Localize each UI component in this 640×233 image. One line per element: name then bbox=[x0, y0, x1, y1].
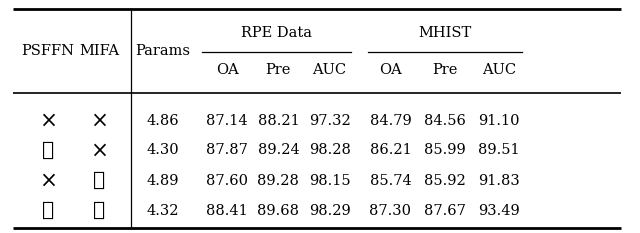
Text: 84.79: 84.79 bbox=[369, 114, 412, 128]
Text: ×: × bbox=[39, 170, 57, 192]
Text: 4.30: 4.30 bbox=[147, 143, 179, 157]
Text: 4.32: 4.32 bbox=[147, 204, 179, 218]
Text: 98.15: 98.15 bbox=[308, 174, 351, 188]
Text: ✓: ✓ bbox=[42, 141, 54, 160]
Text: 97.32: 97.32 bbox=[308, 114, 351, 128]
Text: 88.21: 88.21 bbox=[257, 114, 300, 128]
Text: 93.49: 93.49 bbox=[478, 204, 520, 218]
Text: AUC: AUC bbox=[312, 63, 347, 77]
Text: ×: × bbox=[39, 110, 57, 132]
Text: 85.92: 85.92 bbox=[424, 174, 466, 188]
Text: 87.87: 87.87 bbox=[206, 143, 248, 157]
Text: 89.68: 89.68 bbox=[257, 204, 300, 218]
Text: Params: Params bbox=[136, 44, 191, 58]
Text: AUC: AUC bbox=[482, 63, 516, 77]
Text: 89.24: 89.24 bbox=[257, 143, 300, 157]
Text: OA: OA bbox=[379, 63, 402, 77]
Text: 85.74: 85.74 bbox=[369, 174, 412, 188]
Text: 87.60: 87.60 bbox=[206, 174, 248, 188]
Text: 87.14: 87.14 bbox=[206, 114, 248, 128]
Text: 86.21: 86.21 bbox=[369, 143, 412, 157]
Text: ✓: ✓ bbox=[42, 201, 54, 220]
Text: 91.10: 91.10 bbox=[479, 114, 520, 128]
Text: 89.51: 89.51 bbox=[478, 143, 520, 157]
Text: OA: OA bbox=[216, 63, 239, 77]
Text: MIFA: MIFA bbox=[79, 44, 119, 58]
Text: 98.28: 98.28 bbox=[308, 143, 351, 157]
Text: 87.30: 87.30 bbox=[369, 204, 412, 218]
Text: ✓: ✓ bbox=[93, 171, 105, 190]
Text: ✓: ✓ bbox=[93, 201, 105, 220]
Text: ×: × bbox=[90, 139, 108, 161]
Text: PSFFN: PSFFN bbox=[22, 44, 74, 58]
Text: 87.67: 87.67 bbox=[424, 204, 466, 218]
Text: 89.28: 89.28 bbox=[257, 174, 300, 188]
Text: ×: × bbox=[90, 110, 108, 132]
Text: RPE Data: RPE Data bbox=[241, 26, 312, 40]
Text: 4.89: 4.89 bbox=[147, 174, 179, 188]
Text: Pre: Pre bbox=[432, 63, 458, 77]
Text: 84.56: 84.56 bbox=[424, 114, 466, 128]
Text: Pre: Pre bbox=[266, 63, 291, 77]
Text: 85.99: 85.99 bbox=[424, 143, 466, 157]
Text: 4.86: 4.86 bbox=[147, 114, 179, 128]
Text: 98.29: 98.29 bbox=[308, 204, 351, 218]
Text: 88.41: 88.41 bbox=[206, 204, 248, 218]
Text: MHIST: MHIST bbox=[418, 26, 472, 40]
Text: 91.83: 91.83 bbox=[478, 174, 520, 188]
